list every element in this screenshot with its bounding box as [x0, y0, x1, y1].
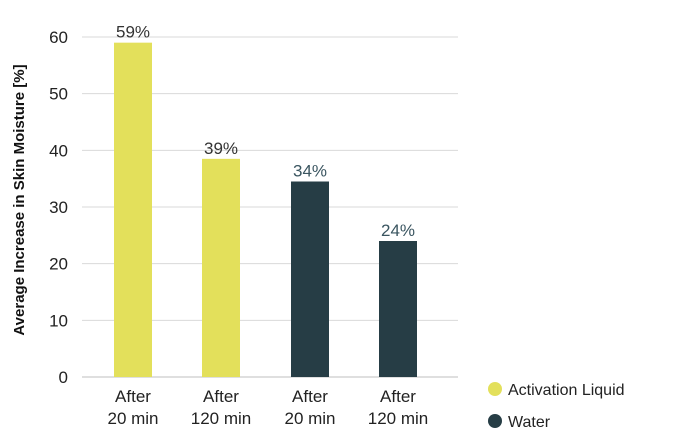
x-category-label: 120 min [191, 409, 251, 428]
y-tick-label: 10 [49, 311, 68, 330]
legend-label: Water [508, 414, 551, 431]
x-category-label: After [115, 387, 151, 406]
bar-data-label: 34% [293, 162, 327, 181]
bar-data-label: 39% [204, 139, 238, 158]
y-tick-label: 0 [59, 368, 68, 387]
bar [291, 181, 329, 377]
legend-swatch [488, 414, 502, 428]
bar [379, 241, 417, 377]
legend: Activation Liquid Water [488, 382, 625, 431]
y-tick-label: 20 [49, 255, 68, 274]
x-category-label: After [292, 387, 328, 406]
y-tick-label: 50 [49, 85, 68, 104]
bar [202, 158, 240, 377]
y-tick-labels: 0 10 20 30 40 50 60 [49, 28, 68, 387]
bar [114, 42, 152, 378]
bar-data-label: 59% [116, 23, 150, 42]
bars [114, 42, 417, 378]
data-labels: 59% 39% 34% 24% [116, 23, 415, 240]
x-category-label: After [380, 387, 416, 406]
y-tick-label: 60 [49, 28, 68, 47]
x-category-label: 20 min [284, 409, 335, 428]
y-axis-title: Average Increase in Skin Moisture [%] [11, 64, 28, 335]
legend-label: Activation Liquid [508, 382, 625, 399]
x-category-labels: After 20 min After 120 min After 20 min After 1… [107, 387, 428, 428]
y-tick-label: 40 [49, 141, 68, 160]
bar-data-label: 24% [381, 221, 415, 240]
x-category-label: 120 min [368, 409, 428, 428]
legend-swatch [488, 382, 502, 396]
y-tick-label: 30 [49, 198, 68, 217]
x-category-label: After [203, 387, 239, 406]
x-category-label: 20 min [107, 409, 158, 428]
